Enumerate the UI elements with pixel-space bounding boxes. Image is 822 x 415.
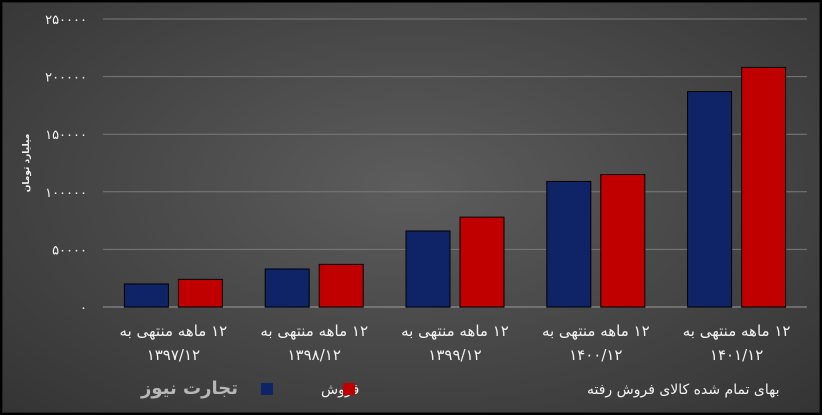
category-label: ۱۲ ماهه منتهی به: [120, 322, 228, 340]
category-label: ۱۳۹۷/۱۲: [147, 346, 200, 364]
category-label: ۱۴۰۱/۱۲: [710, 346, 763, 364]
bar-cogs: [177, 278, 223, 308]
category-label: ۱۳۹۹/۱۲: [428, 346, 481, 364]
y-tick-label: ۱۰۰۰۰۰: [45, 186, 87, 201]
svg-text:تجارت نیوز: تجارت نیوز: [140, 378, 238, 399]
category-label: ۱۲ ماهه منتهی به: [542, 322, 650, 340]
bar-cogs: [459, 216, 505, 308]
category-label: ۱۲ ماهه منتهی به: [401, 322, 509, 340]
y-tick-label: ۵۰۰۰۰: [52, 243, 87, 258]
category-label: ۱۴۰۰/۱۲: [569, 346, 622, 364]
bar-sales: [687, 91, 733, 308]
bar-cogs: [741, 66, 787, 308]
bar-sales: [405, 230, 451, 308]
bar-cogs: [600, 174, 646, 308]
category-label: ۱۳۹۸/۱۲: [287, 346, 340, 364]
y-tick-label: ۲۵۰۰۰۰: [45, 13, 87, 28]
legend-swatch: [261, 383, 273, 395]
category-label: ۱۲ ماهه منتهی به: [683, 322, 791, 340]
legend-swatch: [343, 383, 355, 395]
legend-label: بهای تمام شده کالای فروش رفته: [587, 382, 780, 398]
category-label: ۱۲ ماهه منتهی به: [260, 322, 368, 340]
category-labels: ۱۲ ماهه منتهی به ۱۳۹۷/۱۲ ۱۲ ماهه منتهی به ۱…: [120, 322, 791, 364]
legend: فروش بهای تمام شده کالای فروش رفته: [261, 382, 780, 398]
bar-cogs: [318, 263, 364, 308]
y-tick-label: ۱۵۰۰۰۰: [45, 128, 87, 143]
bar-sales: [264, 268, 310, 308]
y-tick-label: ۲۰۰۰۰۰: [45, 71, 87, 86]
y-tick-labels: ۰ ۵۰۰۰۰ ۱۰۰۰۰۰ ۱۵۰۰۰۰ ۲۰۰۰۰۰ ۲۵۰۰۰۰: [45, 13, 87, 316]
bars: [123, 66, 787, 308]
y-axis-label: میلیارد تومان: [22, 134, 32, 193]
bar-sales: [546, 180, 592, 308]
watermark-logo: تجارت نیوز: [140, 378, 238, 399]
bar-sales: [123, 283, 169, 308]
bar-chart: ۰ ۵۰۰۰۰ ۱۰۰۰۰۰ ۱۵۰۰۰۰ ۲۰۰۰۰۰ ۲۵۰۰۰۰ ۱۲ ماهه م…: [22, 13, 807, 399]
y-tick-label: ۰: [80, 301, 87, 316]
